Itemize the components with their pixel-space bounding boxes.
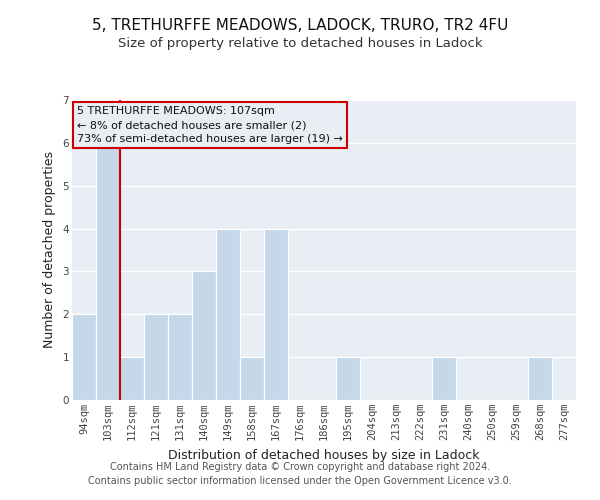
Bar bbox=[529, 357, 551, 400]
Text: Size of property relative to detached houses in Ladock: Size of property relative to detached ho… bbox=[118, 38, 482, 51]
Bar bbox=[121, 357, 143, 400]
Bar bbox=[97, 143, 119, 400]
Text: Contains public sector information licensed under the Open Government Licence v3: Contains public sector information licen… bbox=[88, 476, 512, 486]
Bar bbox=[193, 272, 215, 400]
Bar bbox=[169, 314, 191, 400]
Bar bbox=[73, 314, 95, 400]
Text: 5, TRETHURFFE MEADOWS, LADOCK, TRURO, TR2 4FU: 5, TRETHURFFE MEADOWS, LADOCK, TRURO, TR… bbox=[92, 18, 508, 32]
Bar bbox=[337, 357, 359, 400]
Text: Contains HM Land Registry data © Crown copyright and database right 2024.: Contains HM Land Registry data © Crown c… bbox=[110, 462, 490, 472]
Bar bbox=[241, 357, 263, 400]
Bar bbox=[217, 228, 239, 400]
X-axis label: Distribution of detached houses by size in Ladock: Distribution of detached houses by size … bbox=[168, 448, 480, 462]
Text: 5 TRETHURFFE MEADOWS: 107sqm
← 8% of detached houses are smaller (2)
73% of semi: 5 TRETHURFFE MEADOWS: 107sqm ← 8% of det… bbox=[77, 106, 343, 144]
Y-axis label: Number of detached properties: Number of detached properties bbox=[43, 152, 56, 348]
Bar bbox=[145, 314, 167, 400]
Bar bbox=[433, 357, 455, 400]
Bar bbox=[265, 228, 287, 400]
